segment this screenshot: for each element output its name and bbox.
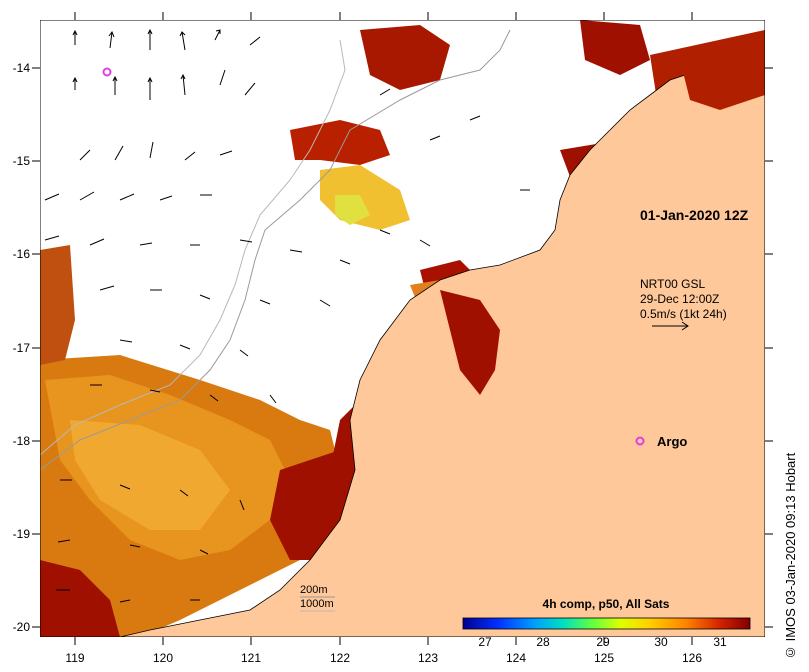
- colorbar-tick: 30: [654, 635, 668, 649]
- axis-ticks: [32, 12, 773, 645]
- lon-label: 121: [241, 651, 261, 665]
- date-label: 01-Jan-2020 12Z: [640, 207, 749, 223]
- coastal-hot-patch-ne: [680, 30, 765, 110]
- lon-label: 119: [65, 651, 84, 665]
- lon-label: 126: [682, 651, 702, 665]
- argo-label: Argo: [657, 434, 687, 449]
- colorbar-tick: 31: [713, 635, 727, 649]
- lat-label: -17: [13, 341, 31, 355]
- current-vectors: [44, 28, 530, 603]
- lat-label: -14: [13, 61, 31, 75]
- lon-label: 124: [506, 651, 526, 665]
- colorbar-tick: 28: [536, 635, 550, 649]
- depth-legend-1000m: 1000m: [300, 598, 334, 610]
- lon-label: 123: [418, 651, 438, 665]
- current-legend-line1: NRT00 GSL: [640, 277, 705, 291]
- lon-label: 120: [153, 651, 173, 665]
- lon-label: 125: [594, 651, 614, 665]
- argo-legend-marker-icon: [635, 436, 645, 446]
- colorbar-tick: 27: [478, 635, 492, 649]
- lat-label: -15: [13, 154, 31, 168]
- lat-label: -19: [13, 527, 31, 541]
- colorbar-tick: 29: [596, 635, 610, 649]
- current-legend-line3: 0.5m/s (1kt 24h): [640, 307, 727, 321]
- australia-land: [119, 20, 765, 637]
- lat-label: -20: [13, 620, 31, 634]
- lat-label: -18: [13, 434, 31, 448]
- bathymetry-200m: [40, 29, 511, 471]
- bathymetry-1000m: [40, 39, 346, 456]
- lat-label: -16: [13, 247, 31, 261]
- depth-legend-200m: 200m: [300, 584, 328, 596]
- lon-label: 122: [330, 651, 350, 665]
- argo-marker-icon[interactable]: [102, 67, 112, 77]
- colorbar: [462, 617, 751, 630]
- colorbar-title: 4h comp, p50, All Sats: [543, 597, 670, 611]
- current-scale-arrow-icon: [652, 321, 689, 331]
- current-legend-line2: 29-Dec 12:00Z: [640, 292, 719, 306]
- credit-text: © IMOS 03-Jan-2020 09:13 Hobart: [783, 452, 798, 660]
- coastal-hot-patch: [440, 290, 500, 395]
